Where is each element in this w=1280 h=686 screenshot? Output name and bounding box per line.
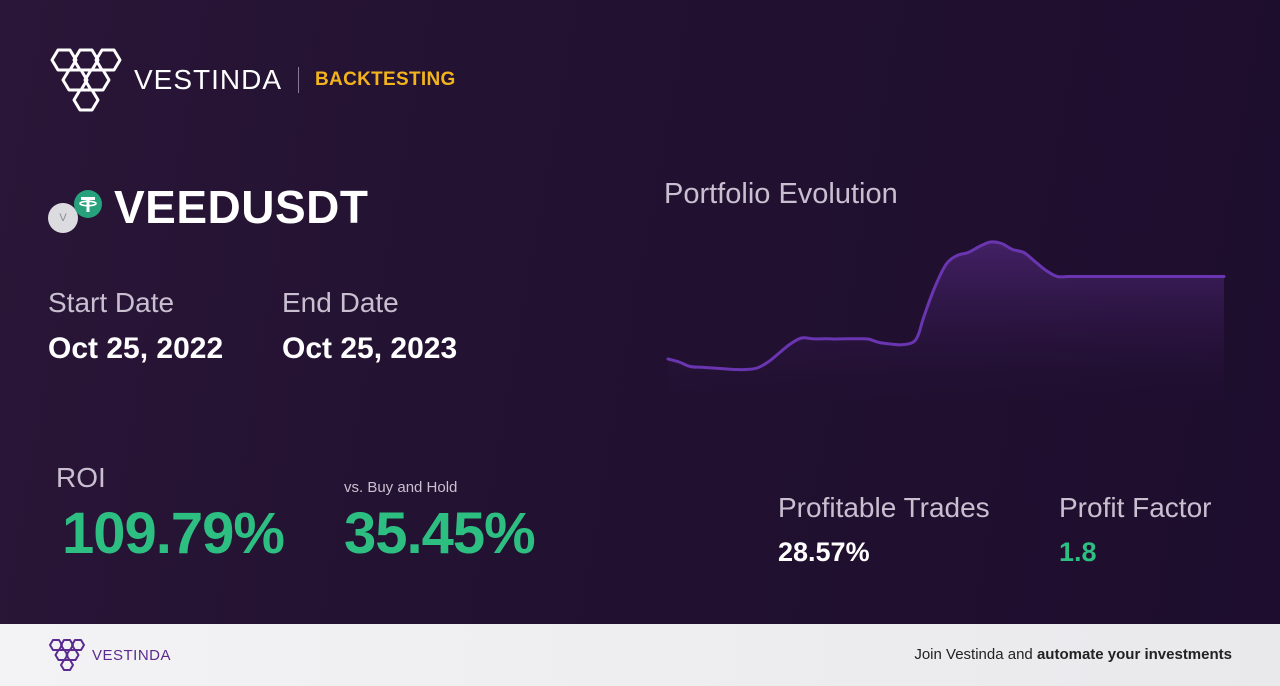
end-date-value: Oct 25, 2023: [282, 332, 458, 365]
brand-name: VESTINDA: [134, 64, 283, 95]
buy-hold-value: 35.45%: [344, 501, 536, 566]
footer-brand-name: VESTINDA: [92, 646, 172, 664]
chart-title: Portfolio Evolution: [664, 178, 898, 210]
tether-coin-icon: [74, 190, 102, 218]
profitable-trades-label: Profitable Trades: [778, 492, 990, 523]
roi-label: ROI: [56, 462, 106, 493]
section-label: BACKTESTING: [315, 69, 456, 90]
portfolio-evolution-chart: [666, 240, 1226, 402]
pair-name: VEEDUSDT: [114, 181, 369, 233]
backtest-card: VESTINDA BACKTESTING V VEEDUSDT Start Da…: [0, 0, 1280, 624]
footer-cta[interactable]: Join Vestinda and automate your investme…: [914, 646, 1232, 663]
vestinda-logo-icon: [49, 639, 85, 671]
start-date-label: Start Date: [48, 287, 175, 318]
footer-bar: VESTINDA Join Vestinda and automate your…: [0, 624, 1280, 686]
brand-header: VESTINDA BACKTESTING: [48, 48, 456, 112]
profit-factor-label: Profit Factor: [1059, 492, 1212, 523]
footer-cta-bold: automate your investments: [1036, 646, 1232, 663]
veed-coin-icon: V: [48, 203, 78, 233]
brand-divider: [298, 67, 300, 93]
chart-series-line: [666, 240, 1226, 372]
start-date-value: Oct 25, 2022: [48, 332, 224, 365]
footer-cta-prefix: Join Vestinda and: [914, 646, 1037, 663]
vestinda-logo-icon: [50, 48, 122, 112]
end-date-label: End Date: [282, 287, 399, 318]
footer-brand[interactable]: VESTINDA: [48, 639, 171, 671]
chart-area-fill: [668, 241, 1224, 402]
roi-value: 109.79%: [62, 501, 285, 566]
profitable-trades-value: 28.57%: [778, 537, 870, 567]
profit-factor-value: 1.8: [1059, 537, 1097, 567]
buy-hold-label: vs. Buy and Hold: [344, 479, 458, 496]
trading-pair: V VEEDUSDT: [48, 180, 368, 234]
